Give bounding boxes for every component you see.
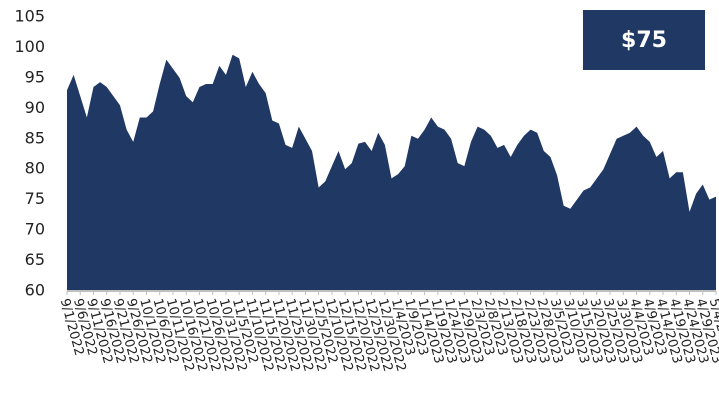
badge-text: $75	[621, 28, 667, 53]
y-tick-label: 90	[25, 98, 45, 117]
y-tick-label: 95	[25, 67, 45, 86]
y-tick-label: 80	[25, 159, 45, 178]
area	[67, 54, 716, 291]
y-tick-label: 100	[14, 37, 45, 56]
y-tick-label: 105	[14, 7, 45, 26]
y-tick-label: 60	[25, 281, 45, 300]
y-tick-label: 85	[25, 128, 45, 147]
y-tick-label: 70	[25, 220, 45, 239]
y-tick-label: 75	[25, 189, 45, 208]
y-tick-label: 65	[25, 250, 45, 269]
value-badge	[583, 10, 705, 70]
